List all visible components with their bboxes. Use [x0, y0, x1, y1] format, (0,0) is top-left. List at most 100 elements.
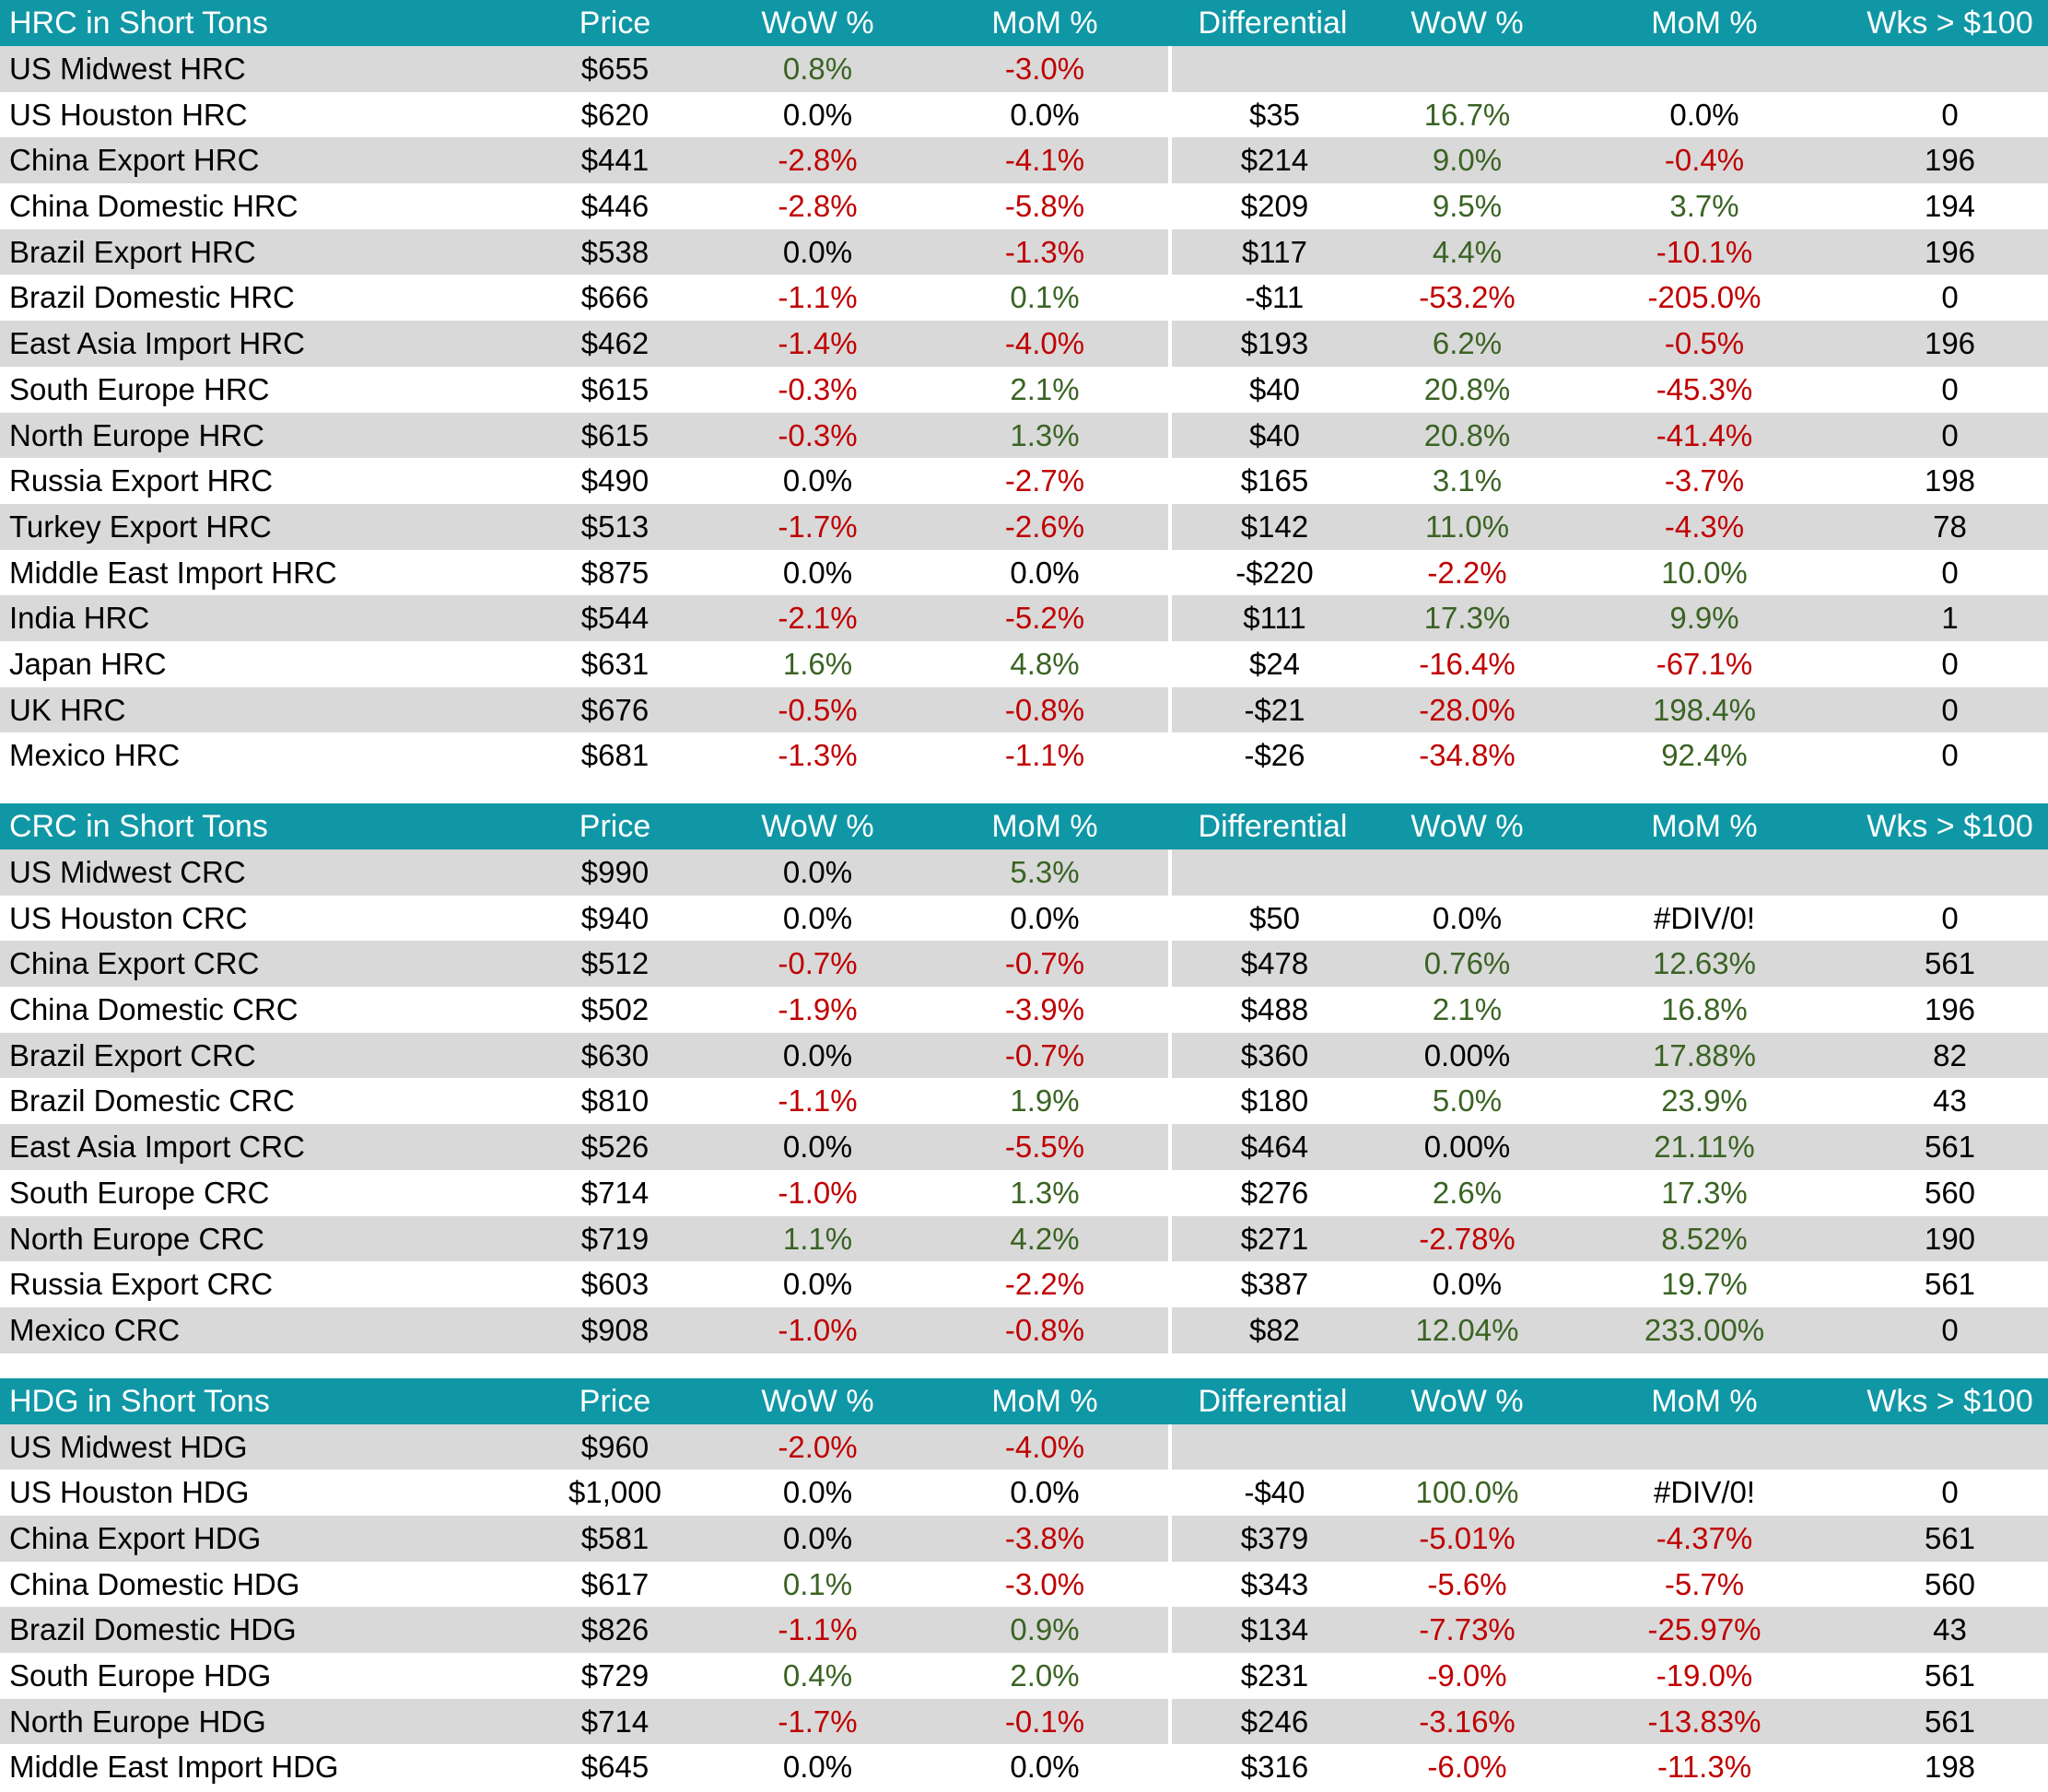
row-label-cell[interactable]: South Europe HDG [9, 1658, 272, 1692]
diff-wow-pct-cell[interactable]: 3.1% [1432, 463, 1503, 498]
weeks-over-100-cell[interactable]: 0 [1941, 1475, 1959, 1510]
price-cell[interactable]: $620 [580, 97, 650, 132]
differential-cell[interactable]: $387 [1168, 1261, 1377, 1307]
diff-mom-pct-cell[interactable]: #DIV/0! [1653, 1475, 1756, 1510]
mom-pct-cell[interactable]: 0.0% [1010, 1750, 1080, 1785]
row-label-cell[interactable]: US Houston CRC [9, 900, 248, 935]
mom-pct-cell[interactable]: -3.9% [1004, 992, 1085, 1027]
weeks-over-100-cell[interactable]: 0 [1941, 1312, 1959, 1347]
differential-cell[interactable]: $165 [1168, 458, 1377, 504]
diff-wow-pct-cell[interactable]: -28.0% [1419, 692, 1516, 727]
mom-pct-cell[interactable]: -4.1% [1004, 143, 1085, 178]
diff-mom-pct-cell[interactable]: -13.83% [1647, 1704, 1761, 1739]
mom-pct-cell[interactable]: 0.9% [1010, 1612, 1080, 1647]
diff-mom-pct-cell[interactable]: -67.1% [1656, 646, 1753, 681]
diff-mom-pct-cell[interactable]: 12.63% [1653, 946, 1756, 981]
diff-wow-pct-cell[interactable]: 16.7% [1423, 97, 1511, 132]
diff-wow-pct-cell[interactable]: 0.00% [1423, 1037, 1511, 1072]
diff-mom-pct-cell[interactable]: 17.3% [1661, 1175, 1748, 1210]
differential-cell[interactable]: $379 [1168, 1515, 1377, 1562]
diff-wow-pct-cell[interactable]: 20.8% [1423, 417, 1511, 452]
price-cell[interactable]: $714 [580, 1175, 650, 1210]
wow-pct-cell[interactable]: -1.7% [778, 1704, 858, 1739]
wow-pct-cell[interactable]: -0.3% [778, 371, 858, 406]
diff-wow-pct-cell[interactable]: 0.76% [1423, 946, 1511, 981]
diff-mom-pct-cell[interactable]: -5.7% [1664, 1566, 1745, 1601]
differential-cell[interactable]: $271 [1168, 1215, 1377, 1262]
row-label-cell[interactable]: Middle East Import HRC [9, 555, 337, 590]
mom-pct-cell[interactable]: -0.1% [1004, 1704, 1085, 1739]
diff-wow-pct-cell[interactable]: 2.6% [1432, 1175, 1503, 1210]
row-label-cell[interactable]: US Midwest HDG [9, 1429, 248, 1464]
wow-pct-cell[interactable]: 0.0% [782, 1475, 853, 1510]
wow-pct-cell[interactable]: -2.0% [778, 1429, 858, 1464]
wow-pct-cell[interactable]: 0.4% [782, 1658, 853, 1692]
mom-pct-cell[interactable]: -2.7% [1004, 463, 1085, 498]
mom-pct-cell[interactable]: -1.1% [1004, 738, 1085, 773]
mom-pct-cell[interactable]: -2.2% [1004, 1267, 1085, 1302]
mom-pct-cell[interactable]: 1.3% [1010, 1175, 1080, 1210]
differential-cell[interactable]: $193 [1168, 321, 1377, 367]
wow-pct-cell[interactable]: -2.8% [778, 143, 858, 178]
diff-wow-pct-cell[interactable]: -5.6% [1427, 1566, 1507, 1601]
diff-wow-pct-cell[interactable]: -3.16% [1419, 1704, 1516, 1739]
mom-pct-cell[interactable]: -2.6% [1004, 509, 1085, 544]
mom-pct-cell[interactable]: -0.7% [1004, 946, 1085, 981]
differential-cell[interactable]: $488 [1168, 987, 1377, 1033]
row-label-cell[interactable]: China Domestic HDG [9, 1566, 300, 1601]
wow-pct-cell[interactable]: -1.9% [778, 992, 858, 1027]
diff-mom-pct-cell[interactable]: 8.52% [1661, 1221, 1748, 1256]
wow-pct-cell[interactable]: -1.3% [778, 738, 858, 773]
weeks-over-100-cell[interactable]: 198 [1924, 463, 1976, 498]
price-cell[interactable]: $502 [580, 992, 650, 1027]
differential-cell[interactable]: $360 [1168, 1032, 1377, 1079]
diff-mom-pct-cell[interactable]: 10.0% [1661, 555, 1748, 590]
diff-mom-pct-cell[interactable]: -4.37% [1656, 1520, 1753, 1555]
differential-cell[interactable]: $180 [1168, 1078, 1377, 1125]
weeks-over-100-cell[interactable]: 0 [1941, 900, 1959, 935]
weeks-over-100-cell[interactable]: 560 [1924, 1566, 1976, 1601]
wow-pct-cell[interactable]: -1.7% [778, 509, 858, 544]
diff-mom-pct-cell[interactable]: -25.97% [1647, 1612, 1761, 1647]
row-label-cell[interactable]: South Europe CRC [9, 1175, 270, 1210]
diff-mom-pct-cell[interactable]: -205.0% [1647, 280, 1761, 315]
row-label-cell[interactable]: China Domestic HRC [9, 189, 298, 224]
mom-pct-cell[interactable]: -0.7% [1004, 1037, 1085, 1072]
wow-pct-cell[interactable]: -1.0% [778, 1175, 858, 1210]
row-label-cell[interactable]: US Houston HDG [9, 1475, 250, 1510]
mom-pct-cell[interactable]: -1.3% [1004, 234, 1085, 269]
differential-cell[interactable]: -$21 [1168, 686, 1377, 733]
diff-wow-pct-cell[interactable]: 0.0% [1432, 1267, 1503, 1302]
diff-mom-pct-cell[interactable]: -4.3% [1664, 509, 1745, 544]
mom-pct-cell[interactable]: -5.2% [1004, 601, 1085, 636]
row-label-cell[interactable]: Russia Export CRC [9, 1267, 274, 1302]
wow-pct-cell[interactable]: -0.5% [778, 692, 858, 727]
weeks-over-100-cell[interactable]: 561 [1924, 1267, 1976, 1302]
weeks-over-100-cell[interactable]: 0 [1941, 646, 1959, 681]
weeks-over-100-cell[interactable]: 0 [1941, 97, 1959, 132]
price-cell[interactable]: $631 [580, 646, 650, 681]
weeks-over-100-cell[interactable]: 0 [1941, 555, 1959, 590]
wow-pct-cell[interactable]: -2.1% [778, 601, 858, 636]
price-cell[interactable]: $676 [580, 692, 650, 727]
diff-mom-pct-cell[interactable] [1557, 46, 1852, 92]
weeks-over-100-cell[interactable]: 198 [1924, 1750, 1976, 1785]
diff-mom-pct-cell[interactable]: 17.88% [1653, 1037, 1756, 1072]
diff-wow-pct-cell[interactable]: 9.5% [1432, 189, 1503, 224]
diff-wow-pct-cell[interactable]: -5.01% [1419, 1520, 1516, 1555]
weeks-over-100-cell[interactable]: 196 [1924, 326, 1976, 361]
wow-pct-cell[interactable]: 0.0% [782, 1750, 853, 1785]
differential-cell[interactable]: $464 [1168, 1124, 1377, 1170]
mom-pct-cell[interactable]: 0.0% [1010, 555, 1080, 590]
differential-cell[interactable]: $82 [1168, 1306, 1377, 1353]
price-cell[interactable]: $875 [580, 555, 650, 590]
diff-wow-pct-cell[interactable]: -16.4% [1419, 646, 1516, 681]
wow-pct-cell[interactable]: 0.0% [782, 1520, 853, 1555]
weeks-over-100-cell[interactable]: 561 [1924, 1704, 1976, 1739]
wow-pct-cell[interactable]: 0.0% [782, 900, 853, 935]
diff-wow-pct-cell[interactable]: -2.2% [1427, 555, 1507, 590]
weeks-over-100-cell[interactable]: 560 [1924, 1175, 1976, 1210]
differential-cell[interactable]: $316 [1168, 1744, 1377, 1791]
row-label-cell[interactable]: Brazil Domestic HRC [9, 280, 295, 315]
mom-pct-cell[interactable]: -4.0% [1004, 326, 1085, 361]
